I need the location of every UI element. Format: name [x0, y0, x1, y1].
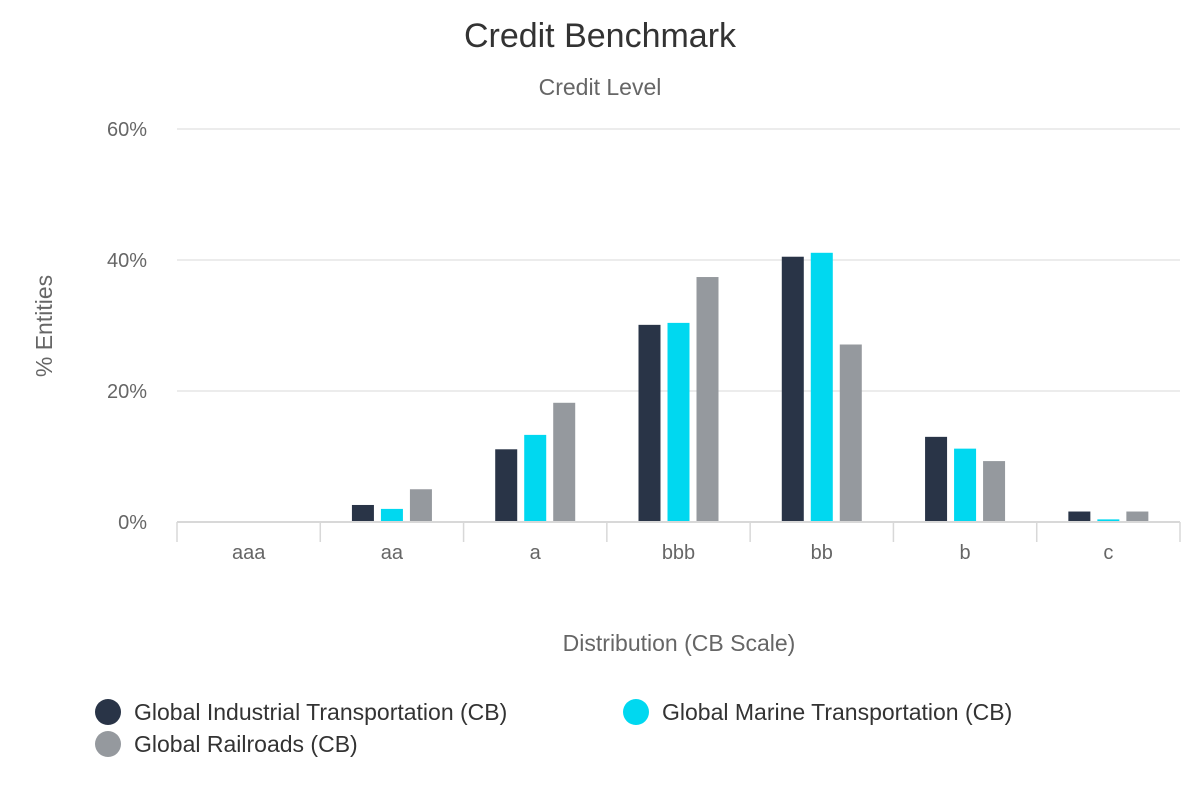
legend-swatch	[623, 699, 649, 725]
bar-bb-series-2	[810, 252, 833, 523]
bar-c-series-3	[1126, 511, 1149, 522]
bar-bbb-series-1	[638, 324, 661, 522]
y-tick-label: 40%	[107, 250, 147, 272]
y-axis-title: % Entities	[31, 275, 57, 377]
x-tick-label: a	[530, 542, 542, 564]
x-tick-label: c	[1103, 542, 1113, 564]
bar-b-series-1	[925, 436, 948, 522]
bar-bbb-series-2	[667, 322, 690, 522]
bar-a-series-1	[495, 449, 518, 522]
bar-c-series-1	[1068, 511, 1091, 522]
bar-bbb-series-3	[696, 277, 719, 522]
legend-item[interactable]: Global Railroads (CB)	[95, 731, 358, 757]
y-tick-label: 0%	[118, 512, 147, 534]
legend-label: Global Industrial Transportation (CB)	[134, 699, 507, 725]
legend: Global Industrial Transportation (CB) Glo…	[95, 699, 1012, 757]
bars	[351, 252, 1149, 523]
legend-swatch	[95, 699, 121, 725]
x-axis-title: Distribution (CB Scale)	[563, 630, 796, 656]
y-axis-ticks: 0% 20% 40% 60%	[107, 119, 147, 534]
legend-swatch	[95, 731, 121, 757]
bar-aa-series-2	[380, 508, 403, 522]
x-tick-label: bbb	[662, 542, 695, 564]
x-tick-label: aa	[381, 542, 404, 564]
legend-item[interactable]: Global Marine Transportation (CB)	[623, 699, 1012, 725]
bar-aa-series-1	[351, 504, 374, 522]
bar-c-series-2	[1097, 519, 1120, 522]
bar-a-series-2	[524, 434, 547, 522]
chart-subtitle: Credit Level	[539, 74, 662, 100]
bar-b-series-3	[983, 461, 1006, 522]
x-tick-label: bb	[811, 542, 833, 564]
bar-bb-series-3	[839, 344, 862, 522]
bar-b-series-2	[954, 448, 977, 522]
x-tick-label: aaa	[232, 542, 266, 564]
bar-bb-series-1	[781, 256, 804, 522]
chart-title: Credit Benchmark	[464, 17, 737, 55]
y-tick-label: 60%	[107, 119, 147, 141]
legend-item[interactable]: Global Industrial Transportation (CB)	[95, 699, 507, 725]
legend-label: Global Marine Transportation (CB)	[662, 699, 1012, 725]
x-axis: aaa aa a bbb bb b c	[176, 521, 1181, 564]
y-tick-label: 20%	[107, 381, 147, 403]
legend-label: Global Railroads (CB)	[134, 731, 358, 757]
x-tick-label: b	[960, 542, 971, 564]
bar-a-series-3	[553, 402, 576, 522]
bar-aa-series-3	[409, 489, 432, 522]
